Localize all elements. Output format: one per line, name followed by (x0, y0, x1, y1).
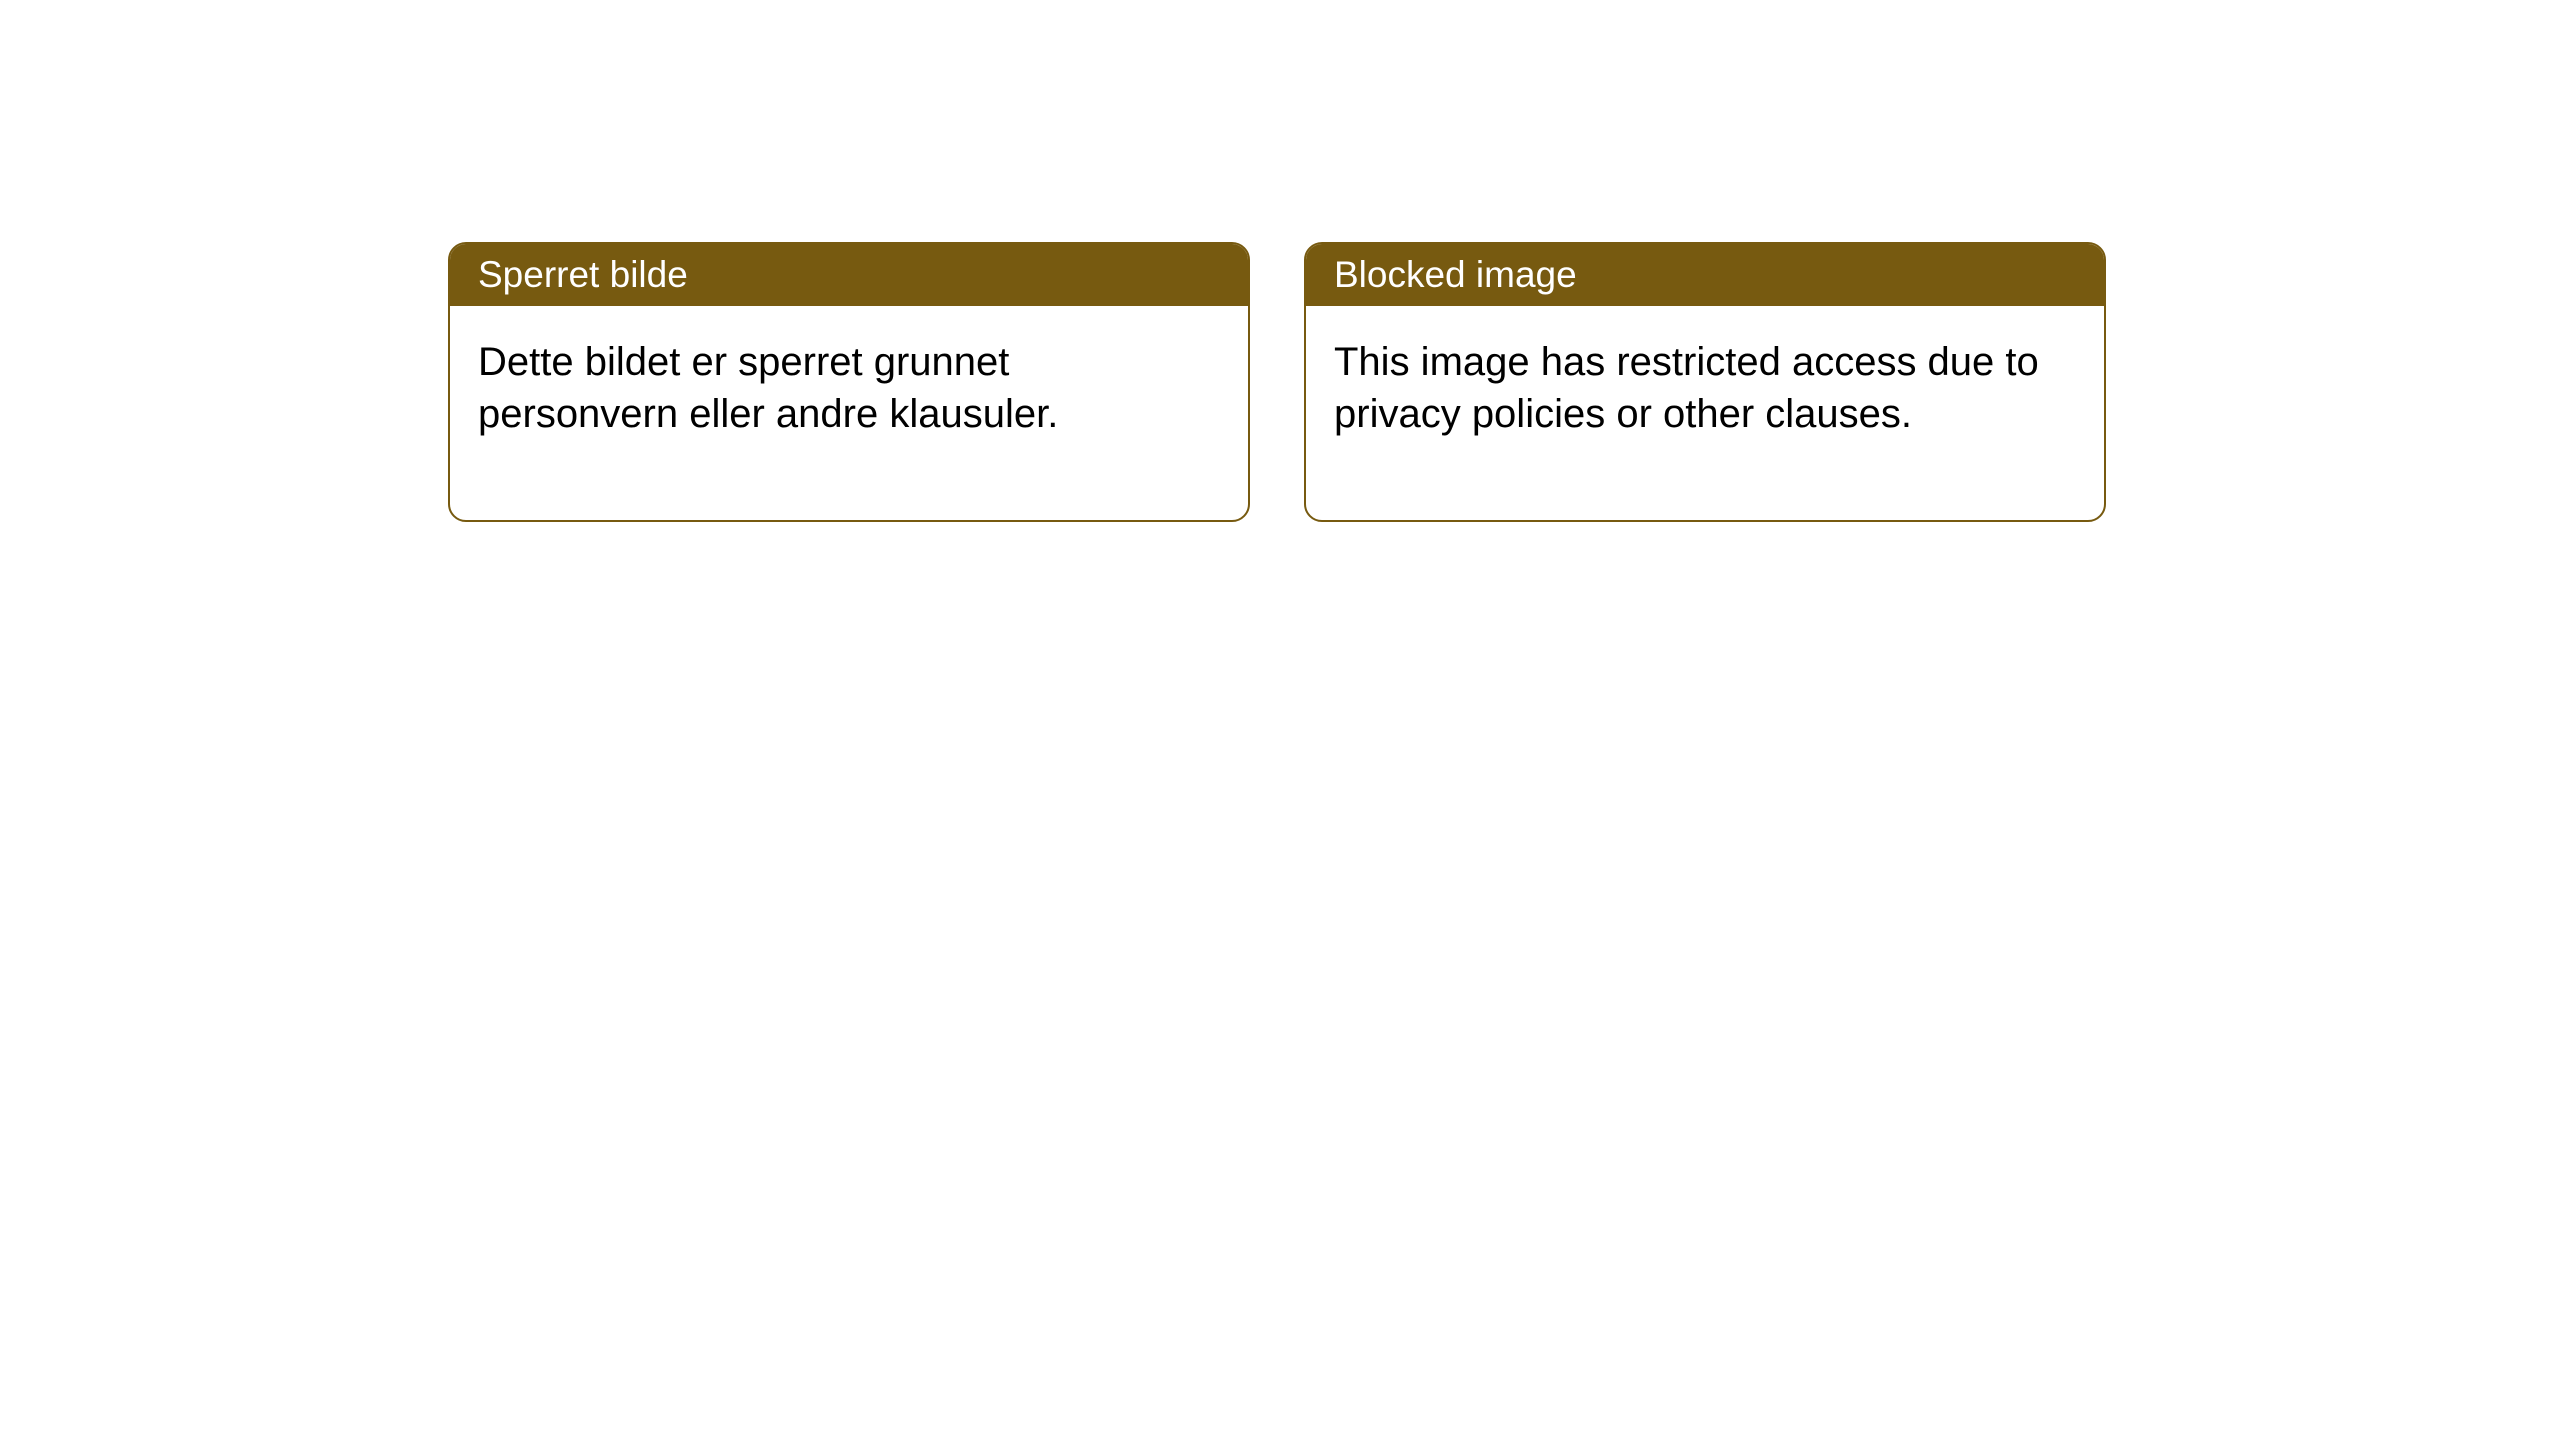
notice-body-english: This image has restricted access due to … (1306, 306, 2104, 520)
notice-title-norwegian: Sperret bilde (450, 244, 1248, 306)
notice-body-norwegian: Dette bildet er sperret grunnet personve… (450, 306, 1248, 520)
blocked-image-notice-english: Blocked image This image has restricted … (1304, 242, 2106, 522)
notice-title-english: Blocked image (1306, 244, 2104, 306)
notice-container: Sperret bilde Dette bildet er sperret gr… (448, 242, 2106, 522)
blocked-image-notice-norwegian: Sperret bilde Dette bildet er sperret gr… (448, 242, 1250, 522)
